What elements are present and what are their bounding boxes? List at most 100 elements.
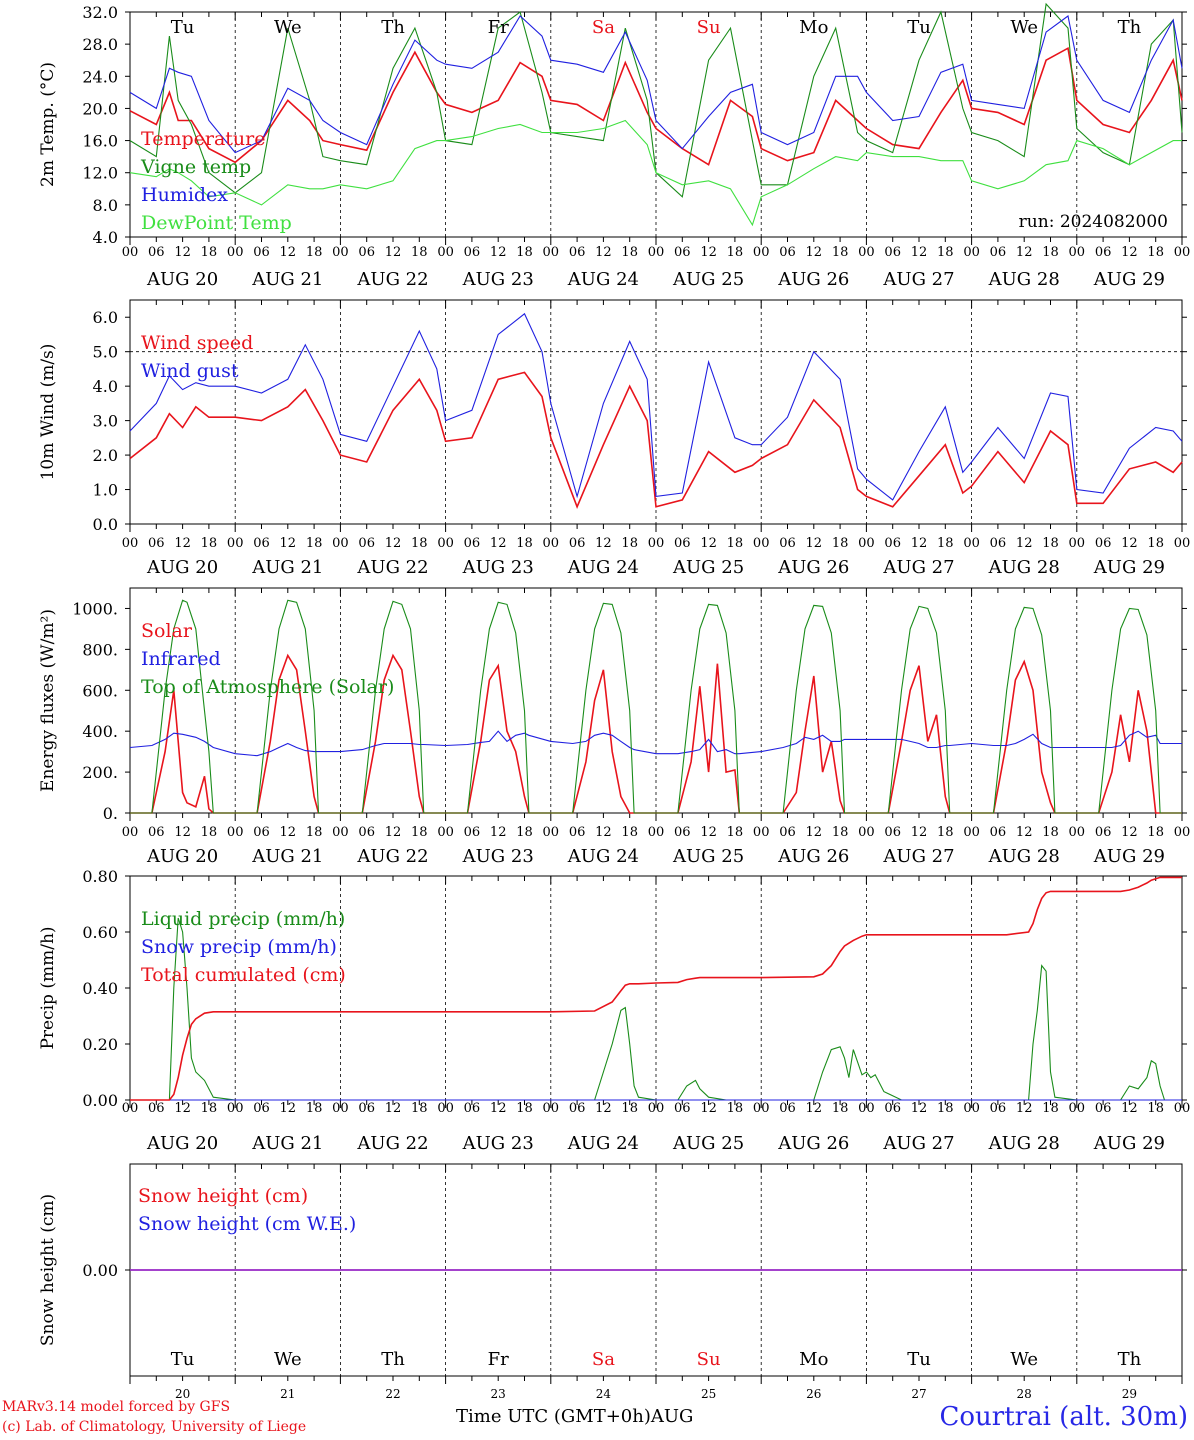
series-group — [130, 876, 1182, 1101]
hour-tick-label: 00 — [332, 1101, 349, 1116]
hour-tick-label: 12 — [1121, 1101, 1138, 1116]
hour-tick-label: 06 — [884, 1101, 901, 1116]
hour-tick-label: 18 — [516, 536, 533, 551]
hour-tick-label: 06 — [990, 536, 1007, 551]
hour-tick-label: 18 — [201, 536, 218, 551]
hour-tick-label: 18 — [832, 1101, 849, 1116]
weekday-label-top: Th — [381, 17, 405, 38]
legend-entry: Total cumulated (cm) — [141, 964, 346, 986]
legend-entry: Temperature — [141, 128, 265, 150]
legend-entry: Top of Atmosphere (Solar) — [141, 676, 394, 698]
hour-tick-label: 18 — [937, 245, 954, 260]
hour-tick-label: 00 — [227, 536, 244, 551]
hour-tick-label: 06 — [569, 1101, 586, 1116]
hour-tick-label: 00 — [753, 825, 770, 840]
hour-tick-label: 06 — [1095, 245, 1112, 260]
hour-tick-label: 18 — [727, 245, 744, 260]
hour-tick-label: 00 — [543, 1101, 560, 1116]
hour-tick-label: 00 — [1174, 536, 1191, 551]
y-tick-label: 4.0 — [93, 228, 118, 247]
date-label: AUG 20 — [146, 269, 218, 290]
y-tick-label: 1.0 — [93, 481, 118, 500]
hour-tick-label: 18 — [1147, 1101, 1164, 1116]
hour-tick-label: 00 — [858, 536, 875, 551]
hour-tick-label: 12 — [490, 825, 507, 840]
legend-entry: Liquid precip (mm/h) — [141, 908, 345, 930]
hour-tick-label: 06 — [148, 536, 165, 551]
hour-tick-label: 12 — [1121, 825, 1138, 840]
weekday-label-bottom: Sa — [592, 1349, 615, 1370]
hour-tick-label: 18 — [306, 1101, 323, 1116]
date-label: AUG 22 — [356, 846, 428, 867]
hour-tick-label: 12 — [280, 245, 297, 260]
date-label: AUG 27 — [882, 846, 954, 867]
y-tick-label: 20.0 — [82, 99, 118, 118]
date-label: AUG 26 — [777, 1133, 849, 1154]
weekday-label-bottom: Tu — [907, 1349, 931, 1370]
y-tick-label: 400. — [82, 722, 118, 741]
hour-tick-label: 18 — [832, 536, 849, 551]
hour-tick-label: 00 — [227, 825, 244, 840]
date-label: AUG 29 — [1093, 846, 1165, 867]
hour-tick-label: 18 — [1042, 1101, 1059, 1116]
series-wind-speed-line — [129, 371, 1183, 509]
date-label: AUG 25 — [672, 269, 744, 290]
hour-tick-label: 12 — [700, 825, 717, 840]
date-label: AUG 24 — [567, 557, 639, 578]
hour-tick-label: 12 — [806, 1101, 823, 1116]
date-label: AUG 28 — [988, 269, 1060, 290]
hour-tick-label: 18 — [1147, 536, 1164, 551]
hour-tick-label: 06 — [569, 245, 586, 260]
hour-tick-label: 18 — [411, 245, 428, 260]
legend-entry: Solar — [141, 620, 193, 642]
hour-tick-label: 00 — [648, 825, 665, 840]
weekday-label-bottom: Su — [697, 1349, 721, 1370]
hour-tick-label: 12 — [490, 1101, 507, 1116]
hour-tick-label: 06 — [990, 245, 1007, 260]
legend-entry: Humidex — [141, 184, 228, 206]
hour-tick-label: 00 — [543, 825, 560, 840]
y-tick-label: 0.80 — [82, 867, 118, 886]
y-tick-label: 0.00 — [82, 1261, 118, 1280]
hour-tick-label: 06 — [358, 1101, 375, 1116]
y-tick-label: 0.20 — [82, 1035, 118, 1054]
date-label: AUG 28 — [988, 846, 1060, 867]
date-label: AUG 25 — [672, 557, 744, 578]
hour-tick-label: 00 — [122, 825, 139, 840]
hour-tick-label: 12 — [1016, 825, 1033, 840]
series-infrared-line — [129, 730, 1182, 757]
hour-tick-label: 06 — [884, 825, 901, 840]
legend-entry: Vigne temp — [140, 156, 251, 178]
hour-tick-label: 06 — [779, 1101, 796, 1116]
hour-tick-label: 00 — [1174, 1101, 1191, 1116]
hour-tick-label: 00 — [227, 245, 244, 260]
run-annotation: run: 2024082000 — [1019, 212, 1168, 232]
weekday-label-bottom: We — [274, 1349, 302, 1370]
hour-tick-label: 18 — [1147, 825, 1164, 840]
y-tick-label: 0. — [103, 804, 118, 823]
panel-3: 0. 200. 400. 600. 800. 1000. 00 06 12 18 00 06 12 18 0… — [38, 587, 1190, 867]
hour-tick-label: 12 — [595, 825, 612, 840]
hour-tick-label: 12 — [806, 245, 823, 260]
hour-tick-label: 12 — [911, 245, 928, 260]
hour-tick-label: 00 — [227, 1101, 244, 1116]
hour-tick-label: 18 — [516, 245, 533, 260]
hour-tick-label: 06 — [779, 825, 796, 840]
hour-tick-label: 06 — [1095, 1101, 1112, 1116]
date-label: AUG 22 — [356, 1133, 428, 1154]
date-label: AUG 25 — [672, 846, 744, 867]
hour-tick-label: 12 — [700, 1101, 717, 1116]
hour-tick-label: 06 — [253, 536, 270, 551]
hour-tick-label: 06 — [884, 536, 901, 551]
weekday-label-top: Sa — [592, 17, 615, 38]
hour-tick-label: 18 — [516, 825, 533, 840]
station-name: Courtrai (alt. 30m) — [939, 1402, 1189, 1432]
date-label: AUG 24 — [567, 846, 639, 867]
hour-tick-label: 00 — [437, 1101, 454, 1116]
day-number-label: 21 — [280, 1387, 295, 1401]
weekday-label-bottom: Th — [1118, 1349, 1142, 1370]
hour-tick-label: 06 — [779, 536, 796, 551]
date-label: AUG 28 — [988, 1133, 1060, 1154]
hour-tick-label: 00 — [963, 825, 980, 840]
hour-tick-label: 06 — [358, 825, 375, 840]
